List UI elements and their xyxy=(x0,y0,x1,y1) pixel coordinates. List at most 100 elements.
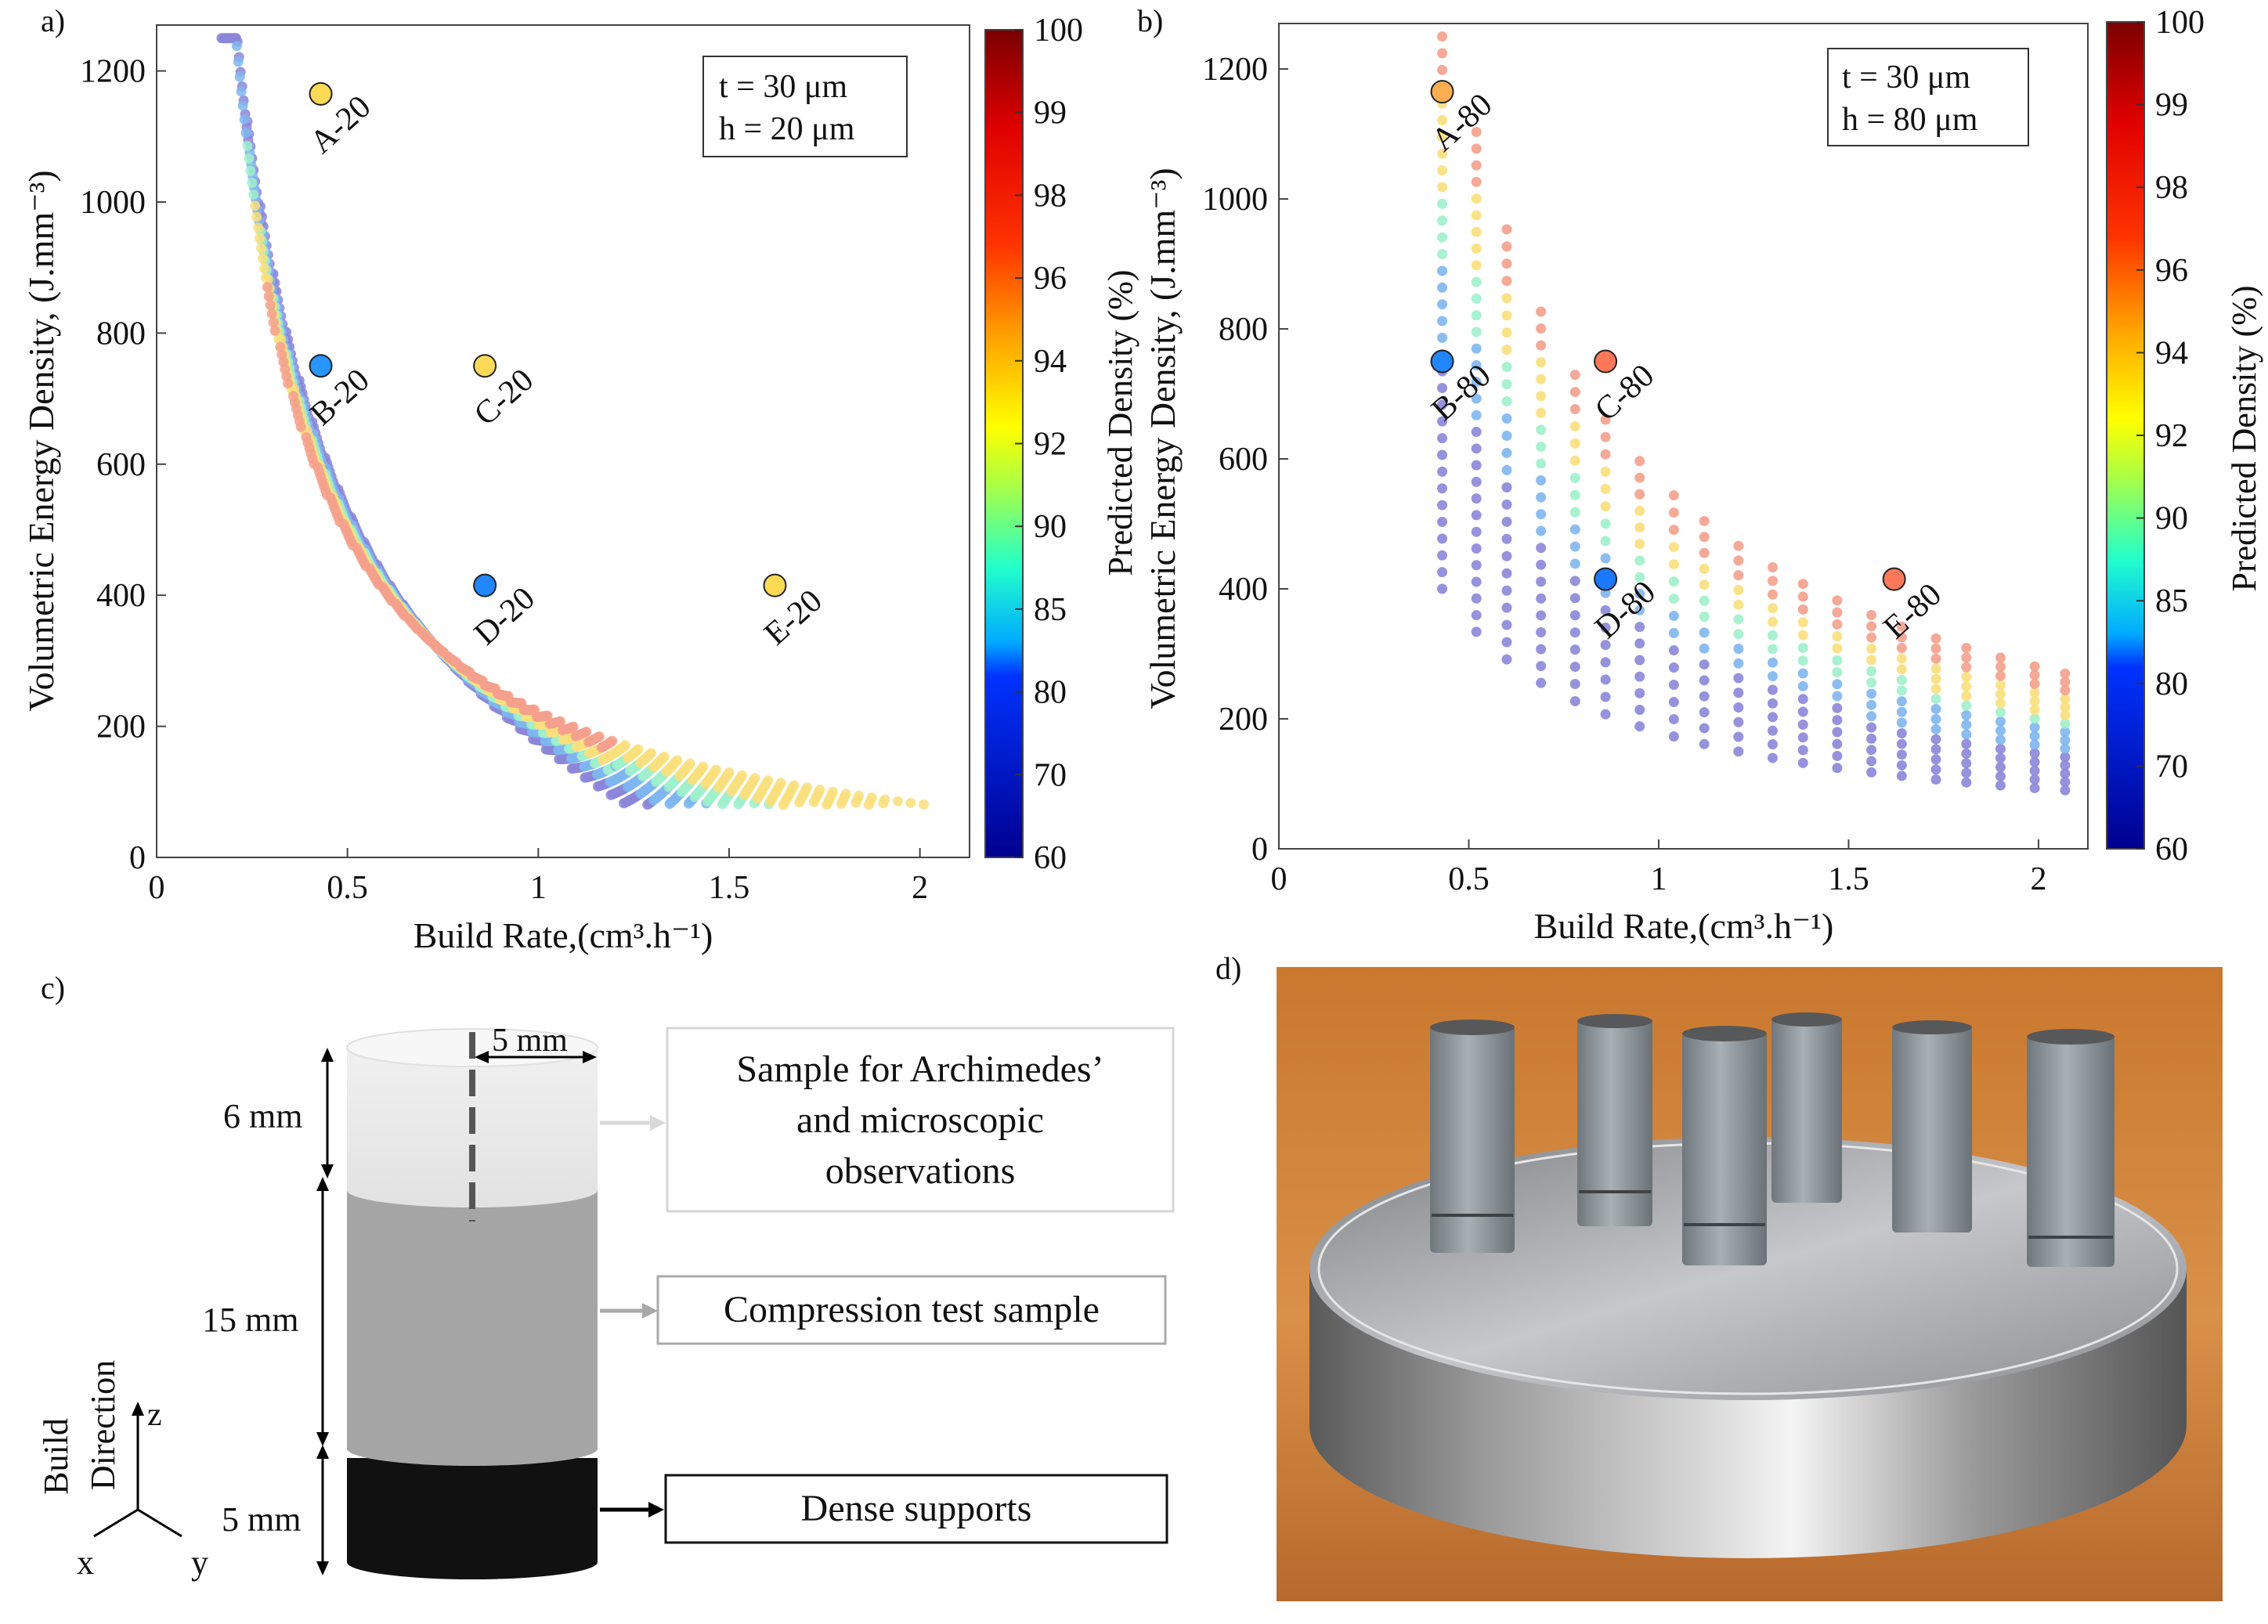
scatter-point xyxy=(1634,505,1645,516)
scatter-point xyxy=(1961,777,1972,788)
scatter-point xyxy=(1501,345,1512,355)
chart-b-legend-t: t = 30 μm xyxy=(1842,60,1970,96)
highlighted-point xyxy=(763,573,787,597)
scatter-point xyxy=(248,189,259,200)
scatter-point xyxy=(1930,673,1941,684)
scatter-point xyxy=(659,751,670,762)
scatter-point xyxy=(490,684,501,695)
scatter-point xyxy=(1930,643,1941,654)
scatter-point xyxy=(1471,476,1482,487)
scatter-point xyxy=(1896,706,1907,717)
cylinder-1-top xyxy=(1430,1020,1515,1035)
dim-6mm-arrowhead-top xyxy=(321,1048,334,1062)
scatter-point xyxy=(425,636,436,647)
scatter-point xyxy=(1536,475,1547,486)
scatter-point xyxy=(1930,694,1941,705)
scatter-point xyxy=(1832,655,1843,666)
scatter-point xyxy=(1930,703,1941,714)
cylinder-2-top xyxy=(1577,1014,1652,1028)
scatter-point xyxy=(1767,603,1778,614)
scatter-point xyxy=(1995,780,2006,791)
chart-b-ticks: 0 0.5 1 1.5 2 0 200 400 600 800 1000 1200 xyxy=(1202,52,2046,897)
scatter-point xyxy=(1437,583,1448,594)
scatter-point xyxy=(1961,738,1972,749)
panel-label-b: b) xyxy=(1137,3,1163,38)
scatter-point xyxy=(1733,716,1744,727)
scatter-point xyxy=(283,378,294,389)
scatter-point xyxy=(2029,669,2040,680)
scatter-point xyxy=(1699,707,1710,718)
scatter-point xyxy=(1471,377,1482,388)
colorbar-tick-label: 92 xyxy=(1034,427,1067,463)
scatter-point xyxy=(1767,712,1778,723)
scatter-point xyxy=(1733,555,1744,566)
scatter-point xyxy=(1866,655,1877,666)
scatter-point xyxy=(1501,413,1512,424)
scatter-point xyxy=(1600,553,1611,564)
colorbar-tick-label: 85 xyxy=(1034,592,1067,628)
scatter-point xyxy=(1733,599,1744,610)
scatter-point xyxy=(1501,619,1512,630)
scatter-point xyxy=(1569,472,1580,483)
scatter-point xyxy=(1699,612,1710,623)
scatter-point xyxy=(1437,483,1448,494)
scatter-point xyxy=(1866,756,1877,767)
y-tick-label: 200 xyxy=(1219,702,1268,738)
dim-15mm: 15 mm xyxy=(202,1301,298,1339)
scatter-point xyxy=(1569,541,1580,552)
scatter-point xyxy=(1995,670,2006,681)
y-tick-label: 1000 xyxy=(80,185,146,221)
scatter-point xyxy=(1501,464,1512,475)
scatter-point xyxy=(2029,731,2040,742)
scatter-point xyxy=(1501,637,1512,648)
scatter-point xyxy=(1733,731,1744,742)
scatter-point xyxy=(1634,622,1645,633)
scatter-point xyxy=(1536,374,1547,384)
scatter-point xyxy=(1437,232,1448,243)
scatter-point xyxy=(1866,632,1877,643)
scatter-point xyxy=(1600,657,1611,668)
scatter-point xyxy=(2029,661,2040,672)
scatter-point xyxy=(1501,499,1512,510)
scatter-point xyxy=(1471,226,1482,237)
scatter-point xyxy=(1501,241,1512,252)
chart-b-plot-area xyxy=(1278,23,2089,850)
scatter-point xyxy=(789,780,800,791)
scatter-point xyxy=(1634,539,1645,550)
scatter-point xyxy=(237,100,248,111)
scatter-point xyxy=(1797,655,1808,666)
scatter-point xyxy=(231,41,242,52)
scatter-point xyxy=(1600,449,1611,460)
colorbar-tick-label: 90 xyxy=(1034,509,1067,545)
scatter-point xyxy=(1797,591,1808,602)
scatter-point xyxy=(1471,593,1482,604)
sample-diagram: 5 mm 6 mm 15 mm 5 mm Sample for Archimed… xyxy=(37,1023,1175,1582)
scatter-point xyxy=(1471,143,1482,154)
scatter-point xyxy=(1501,516,1512,527)
scatter-point xyxy=(1767,684,1778,695)
supports-callout-box xyxy=(664,1474,1168,1544)
scatter-point xyxy=(2060,727,2071,738)
scatter-point xyxy=(2029,774,2040,785)
archimedes-callout-line2: and microscopic xyxy=(796,1099,1044,1141)
scatter-point xyxy=(737,770,748,781)
scatter-point xyxy=(2060,668,2071,679)
scatter-point xyxy=(1797,732,1808,743)
scatter-point xyxy=(2060,685,2071,696)
scatter-point xyxy=(1699,563,1710,574)
scatter-point xyxy=(503,691,514,702)
scatter-point xyxy=(1600,674,1611,685)
scatter-point xyxy=(1896,760,1907,770)
scatter-point xyxy=(1699,723,1710,734)
scatter-point xyxy=(1501,362,1512,373)
colorbar-tick-label: 90 xyxy=(2155,501,2188,537)
scatter-point xyxy=(1437,332,1448,343)
scatter-point xyxy=(1866,767,1877,778)
scatter-point xyxy=(1471,343,1482,354)
chart-b-xlabel: Build Rate,(cm³.h⁻¹) xyxy=(1534,906,1834,946)
scatter-point xyxy=(1536,543,1547,554)
scatter-point xyxy=(1767,576,1778,586)
colorbar-tick-label: 70 xyxy=(2155,749,2188,785)
scatter-point xyxy=(1866,711,1877,722)
scatter-point xyxy=(1569,489,1580,500)
